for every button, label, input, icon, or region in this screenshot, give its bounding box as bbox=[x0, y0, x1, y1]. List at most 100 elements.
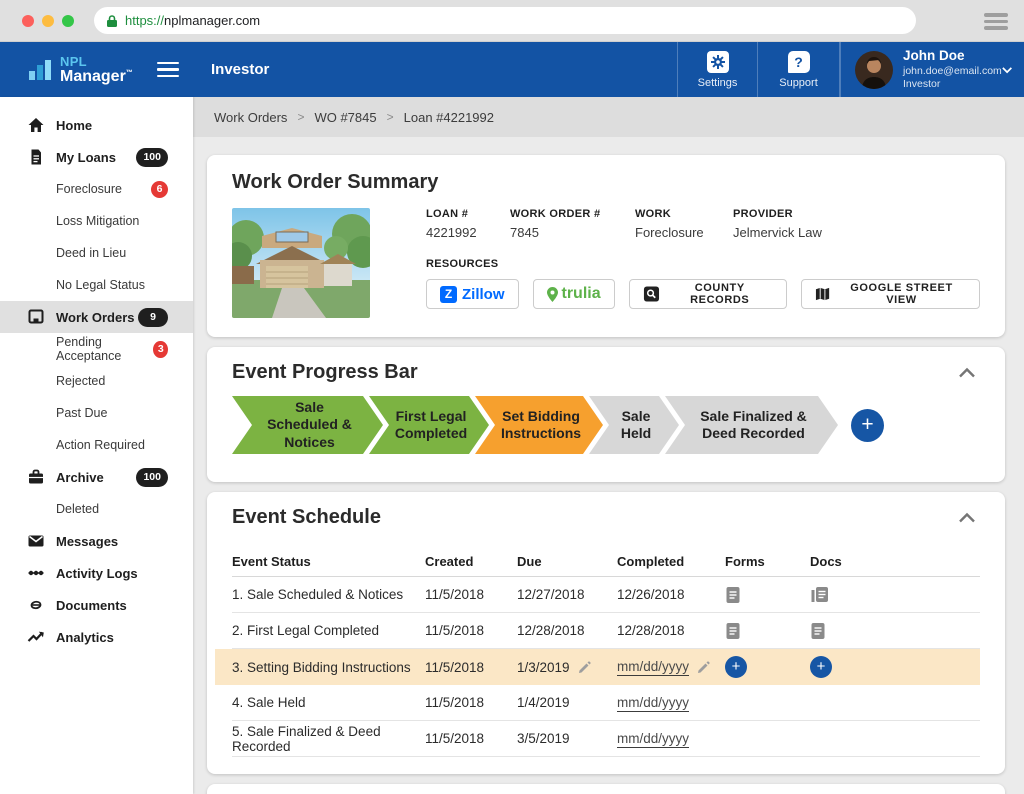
field-value: 4221992 bbox=[426, 225, 510, 240]
gear-icon bbox=[707, 51, 729, 73]
add-form-button[interactable]: + bbox=[725, 656, 747, 678]
doc-document-icon[interactable] bbox=[810, 622, 980, 640]
work-order-number-field: WORK ORDER # 7845 bbox=[510, 208, 635, 240]
sidebar-item-foreclosure[interactable]: Foreclosure 6 bbox=[0, 173, 193, 205]
field-value: 7845 bbox=[510, 225, 635, 240]
field-value: Foreclosure bbox=[635, 225, 733, 240]
event-status: 5. Sale Finalized & Deed Recorded bbox=[232, 724, 425, 754]
sidebar-item-deed-in-lieu[interactable]: Deed in Lieu bbox=[0, 237, 193, 269]
breadcrumb-wo-number[interactable]: WO #7845 bbox=[314, 110, 376, 125]
sidebar-item-analytics[interactable]: Analytics bbox=[0, 621, 193, 653]
col-due: Due bbox=[517, 554, 617, 569]
sidebar-item-action-required[interactable]: Action Required bbox=[0, 429, 193, 461]
map-icon bbox=[815, 286, 830, 302]
browser-menu-icon[interactable] bbox=[984, 13, 1008, 30]
sidebar-item-documents[interactable]: Documents bbox=[0, 589, 193, 621]
form-document-icon[interactable] bbox=[725, 586, 810, 604]
progress-step-5: Sale Finalized & Deed Recorded bbox=[665, 396, 838, 454]
breadcrumb-loan-number: Loan #4221992 bbox=[404, 110, 494, 125]
sidebar-item-label: Deleted bbox=[56, 502, 99, 516]
briefcase-icon bbox=[27, 468, 45, 486]
sidebar-item-label: No Legal Status bbox=[56, 278, 145, 292]
sidebar-item-past-due[interactable]: Past Due bbox=[0, 397, 193, 429]
breadcrumb-separator: > bbox=[387, 110, 394, 124]
created-date: 11/5/2018 bbox=[425, 623, 517, 638]
sidebar-item-my-loans[interactable]: My Loans 100 bbox=[0, 141, 193, 173]
minimize-window-button[interactable] bbox=[42, 15, 54, 27]
sidebar-item-label: Past Due bbox=[56, 406, 107, 420]
collapse-schedule-button[interactable] bbox=[954, 508, 980, 531]
due-date: 12/28/2018 bbox=[517, 623, 617, 638]
due-date: 3/5/2019 bbox=[517, 731, 617, 746]
next-card-peek bbox=[207, 784, 1005, 794]
trulia-button[interactable]: trulia bbox=[533, 279, 615, 309]
user-email: john.doe@email.com bbox=[903, 65, 1002, 78]
zillow-icon: Z bbox=[440, 286, 457, 303]
completed-date-input[interactable]: mm/dd/yyyy bbox=[617, 731, 689, 748]
loan-document-icon bbox=[27, 148, 45, 166]
sidebar-item-label: Pending Acceptance bbox=[56, 335, 153, 363]
edit-due-date-pencil-icon[interactable] bbox=[578, 661, 591, 674]
completed-date-input[interactable]: mm/dd/yyyy bbox=[617, 695, 689, 712]
chevron-up-icon bbox=[958, 367, 976, 379]
sidebar-item-archive[interactable]: Archive 100 bbox=[0, 461, 193, 493]
county-records-button[interactable]: COUNTY RECORDS bbox=[629, 279, 787, 309]
support-button[interactable]: ? Support bbox=[757, 42, 840, 97]
add-doc-button[interactable]: + bbox=[810, 656, 832, 678]
work-order-summary-card: Work Order Summary bbox=[207, 155, 1005, 337]
completed-date-input[interactable]: mm/dd/yyyy bbox=[617, 659, 689, 676]
sidebar-item-loss-mitigation[interactable]: Loss Mitigation bbox=[0, 205, 193, 237]
zillow-label: Zillow bbox=[462, 286, 505, 303]
table-header-row: Event Status Created Due Completed Forms… bbox=[232, 547, 980, 577]
sidebar-item-label: Deed in Lieu bbox=[56, 246, 126, 260]
sidebar-item-label: Loss Mitigation bbox=[56, 214, 139, 228]
breadcrumb: Work Orders > WO #7845 > Loan #4221992 bbox=[193, 97, 1024, 137]
sidebar-item-no-legal-status[interactable]: No Legal Status bbox=[0, 269, 193, 301]
maximize-window-button[interactable] bbox=[62, 15, 74, 27]
sidebar-item-work-orders[interactable]: Work Orders 9 bbox=[0, 301, 193, 333]
docs-copy-icon[interactable] bbox=[810, 586, 980, 604]
alert-badge: 6 bbox=[151, 181, 168, 198]
browser-chrome: https://nplmanager.com bbox=[0, 0, 1024, 42]
schedule-title: Event Schedule bbox=[232, 506, 381, 529]
col-created: Created bbox=[425, 554, 517, 569]
breadcrumb-work-orders[interactable]: Work Orders bbox=[214, 110, 287, 125]
settings-label: Settings bbox=[698, 77, 738, 89]
sidebar-item-activity-logs[interactable]: Activity Logs bbox=[0, 557, 193, 589]
table-row-active: 3. Setting Bidding Instructions 11/5/201… bbox=[215, 649, 980, 685]
table-row: 2. First Legal Completed 11/5/2018 12/28… bbox=[232, 613, 980, 649]
close-window-button[interactable] bbox=[22, 15, 34, 27]
created-date: 11/5/2018 bbox=[425, 695, 517, 710]
alert-badge: 3 bbox=[153, 341, 168, 358]
collapse-progress-button[interactable] bbox=[954, 363, 980, 386]
sidebar-item-label: My Loans bbox=[56, 150, 116, 165]
hamburger-menu-icon[interactable] bbox=[157, 62, 179, 78]
settings-button[interactable]: Settings bbox=[677, 42, 757, 97]
edit-completed-date-pencil-icon[interactable] bbox=[697, 661, 710, 674]
event-status: 4. Sale Held bbox=[232, 695, 425, 710]
home-icon bbox=[27, 116, 45, 134]
due-date: 1/4/2019 bbox=[517, 695, 617, 710]
col-completed: Completed bbox=[617, 554, 725, 569]
count-badge: 100 bbox=[136, 468, 168, 487]
brand-logo[interactable]: NPL Manager™ bbox=[0, 42, 193, 97]
field-label: WORK ORDER # bbox=[510, 208, 635, 220]
address-bar[interactable]: https://nplmanager.com bbox=[94, 7, 916, 34]
sidebar-item-deleted[interactable]: Deleted bbox=[0, 493, 193, 525]
due-date: 12/27/2018 bbox=[517, 587, 617, 602]
form-document-icon[interactable] bbox=[725, 622, 810, 640]
event-progress-bar: Sale Scheduled & Notices First Legal Com… bbox=[232, 396, 980, 454]
event-schedule-table: Event Status Created Due Completed Forms… bbox=[232, 547, 980, 757]
user-role: Investor bbox=[903, 78, 1002, 91]
user-menu[interactable]: John Doe john.doe@email.com Investor bbox=[840, 42, 1024, 97]
bar-chart-logo-icon bbox=[28, 59, 52, 81]
sidebar-item-home[interactable]: Home bbox=[0, 109, 193, 141]
sidebar-item-pending-acceptance[interactable]: Pending Acceptance 3 bbox=[0, 333, 193, 365]
zillow-button[interactable]: Z Zillow bbox=[426, 279, 519, 309]
google-street-view-button[interactable]: GOOGLE STREET VIEW bbox=[801, 279, 980, 309]
sidebar-item-rejected[interactable]: Rejected bbox=[0, 365, 193, 397]
completed-date: 12/26/2018 bbox=[617, 587, 725, 602]
add-event-button[interactable]: + bbox=[851, 409, 884, 442]
sidebar-item-messages[interactable]: Messages bbox=[0, 525, 193, 557]
loan-number-field: LOAN # 4221992 bbox=[426, 208, 510, 240]
